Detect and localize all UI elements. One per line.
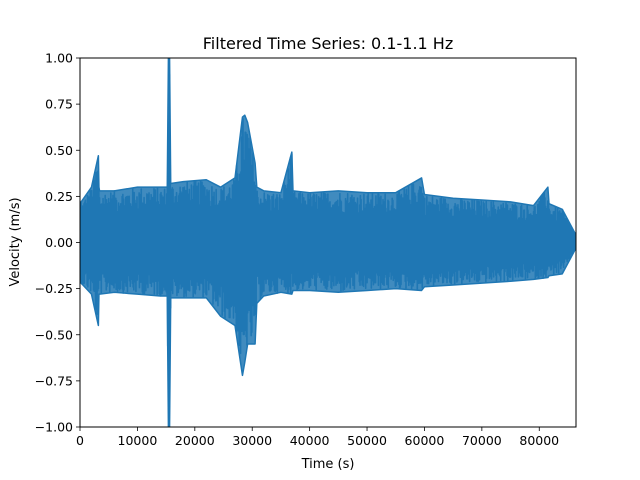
x-tick-label: 80000	[519, 433, 559, 448]
chart-title: Filtered Time Series: 0.1-1.1 Hz	[203, 34, 453, 53]
y-tick-label: −0.25	[35, 281, 73, 296]
y-tick-label: 0.00	[45, 235, 73, 250]
x-tick-label: 10000	[118, 433, 158, 448]
x-tick-label: 0	[76, 433, 84, 448]
y-tick-label: −0.50	[35, 327, 73, 342]
y-tick-label: 0.50	[45, 143, 73, 158]
y-axis-ticks: −1.00 −0.75 −0.50 −0.25 0.00 0.25 0.50 0.75 1.00	[35, 51, 80, 435]
y-tick-label: 1.00	[45, 51, 73, 66]
x-tick-label: 40000	[290, 433, 330, 448]
y-tick-label: 0.25	[45, 189, 73, 204]
x-tick-label: 70000	[462, 433, 502, 448]
x-tick-label: 20000	[175, 433, 215, 448]
y-tick-label: 0.75	[45, 97, 73, 112]
y-tick-label: −0.75	[35, 373, 73, 388]
y-tick-label: −1.00	[35, 420, 73, 435]
x-axis-label: Time (s)	[301, 457, 355, 472]
x-tick-label: 60000	[405, 433, 445, 448]
x-tick-label: 30000	[232, 433, 272, 448]
y-axis-label: Velocity (m/s)	[8, 197, 23, 286]
x-axis-ticks: 0 10000 20000 30000 40000 50000 60000 70000 8000…	[76, 427, 559, 448]
x-tick-label: 50000	[347, 433, 387, 448]
series-waveform	[80, 73, 576, 421]
plot-frame	[79, 57, 577, 428]
